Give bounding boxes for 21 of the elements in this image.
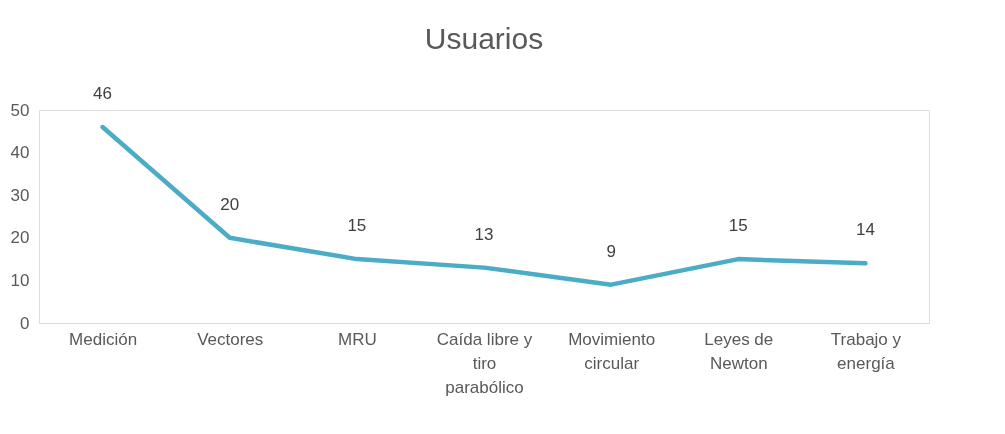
y-tick-label: 0 — [20, 313, 30, 333]
x-tick-label: Medición — [69, 329, 138, 349]
x-tick-label: Leyes de Newton — [704, 329, 774, 373]
x-tick-label: Caída libre y tiro parabólico — [436, 329, 533, 397]
y-tick-label: 40 — [10, 143, 30, 163]
y-tick-label: 30 — [10, 185, 30, 205]
data-label: 9 — [606, 241, 616, 261]
y-tick-label: 10 — [10, 270, 30, 290]
data-label: 13 — [474, 224, 494, 244]
data-label: 14 — [855, 220, 875, 240]
x-tick-label: Vectores — [197, 329, 264, 349]
x-tick-label: MRU — [338, 329, 377, 349]
data-label: 46 — [93, 84, 113, 104]
chart-title: Usuarios — [424, 22, 544, 56]
data-label: 15 — [728, 216, 748, 236]
x-tick-label: Movimiento circular — [568, 329, 656, 373]
data-label: 15 — [347, 216, 367, 236]
y-tick-label: 50 — [10, 100, 30, 120]
x-tick-label: Trabajo y energía — [830, 329, 902, 373]
data-label: 20 — [220, 194, 240, 214]
y-tick-label: 20 — [10, 228, 30, 248]
